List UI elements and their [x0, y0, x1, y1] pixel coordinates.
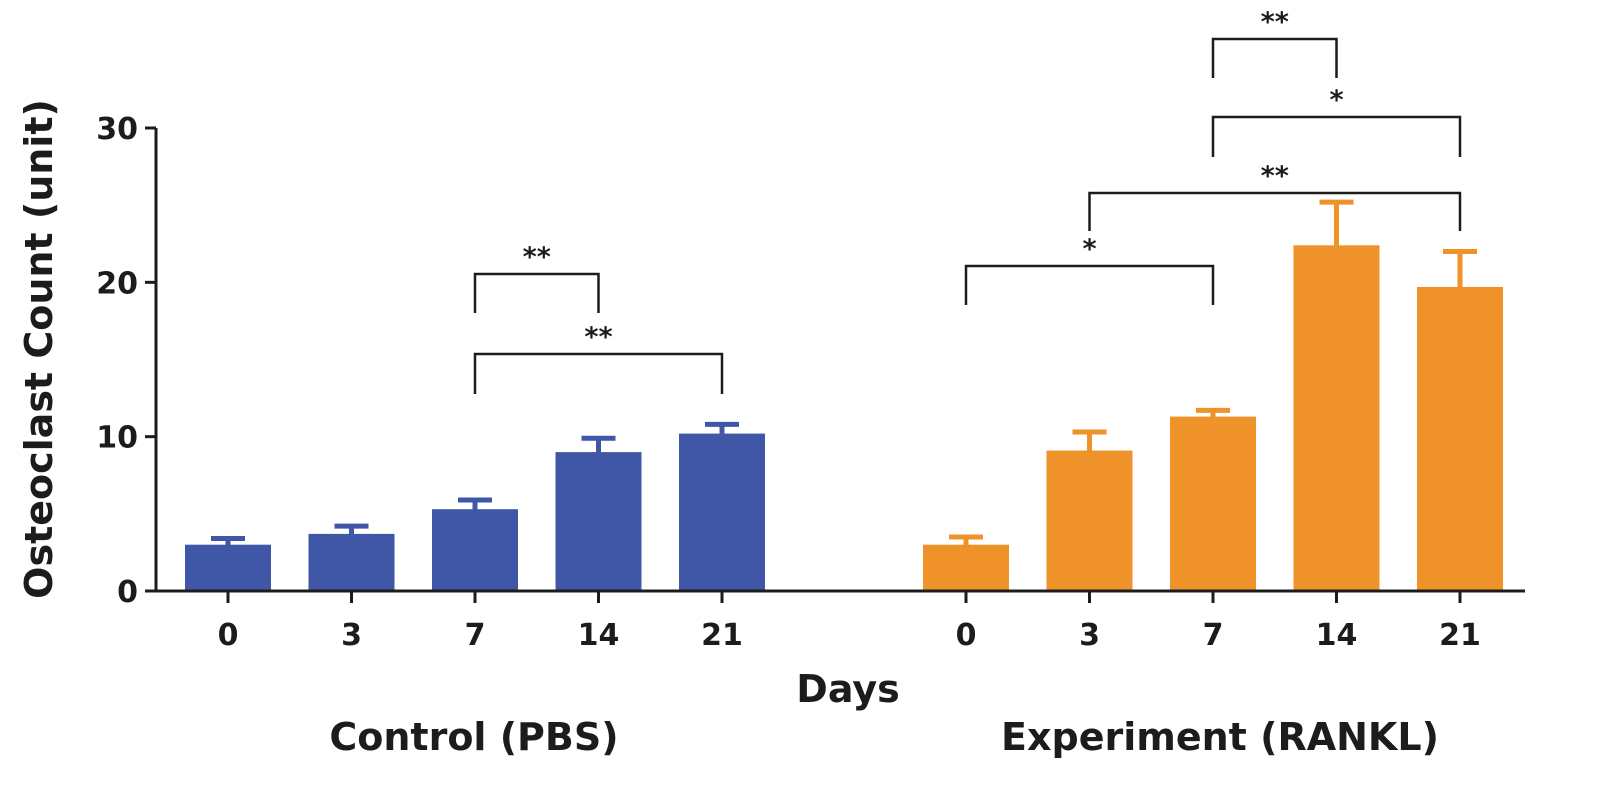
significance-label: ** — [1261, 7, 1289, 38]
significance-bracket — [473, 272, 600, 313]
bar-control-day-14 — [555, 452, 642, 591]
y-tick-label: 10 — [96, 421, 138, 456]
y-tick-label: 20 — [96, 266, 138, 301]
x-tick-label: 7 — [465, 618, 486, 653]
y-axis-title: Osteoclast Count (unit) — [17, 99, 61, 599]
x-ticks-layer: 0 3 7 14 21 0 3 7 14 21 — [218, 591, 1481, 653]
group-label-experiment: Experiment (RANKL) — [1001, 715, 1439, 759]
bar-experiment-day-7 — [1170, 416, 1256, 591]
x-axis-title: Days — [796, 667, 899, 711]
x-tick-label: 21 — [1439, 618, 1481, 653]
x-tick-label: 7 — [1203, 618, 1224, 653]
significance-label: ** — [1261, 161, 1289, 192]
significance-bracket — [1211, 115, 1462, 157]
y-tick-label: 0 — [117, 575, 138, 610]
significance-bracket — [964, 264, 1215, 305]
bar-control-day-7 — [432, 509, 518, 591]
significance-bracket — [1088, 191, 1462, 231]
x-tick-label: 14 — [1316, 618, 1358, 653]
group-label-control: Control (PBS) — [329, 715, 618, 759]
significance-layer: ********** — [473, 7, 1462, 394]
x-tick-label: 0 — [218, 618, 239, 653]
bar-control-day-21 — [679, 433, 765, 591]
significance-bracket — [473, 352, 724, 394]
bar-control-day-0 — [185, 544, 271, 591]
significance-label: * — [1082, 234, 1096, 265]
x-tick-label: 21 — [701, 618, 743, 653]
x-tick-label: 0 — [956, 618, 977, 653]
bar-experiment-day-14 — [1293, 245, 1380, 591]
bar-experiment-day-3 — [1046, 450, 1133, 591]
significance-label: ** — [523, 242, 551, 273]
bar-experiment-day-21 — [1417, 286, 1503, 591]
error-bars-layer — [211, 199, 1477, 549]
x-tick-label: 14 — [578, 618, 620, 653]
significance-bracket — [1211, 37, 1338, 78]
y-ticks-layer: 0 10 20 30 — [96, 112, 156, 610]
axes-layer — [154, 128, 1525, 593]
significance-label: * — [1329, 85, 1343, 116]
bars-layer — [185, 245, 1503, 591]
x-tick-label: 3 — [341, 618, 362, 653]
bar-experiment-day-0 — [923, 544, 1009, 591]
bar-control-day-3 — [308, 533, 395, 591]
significance-label: ** — [584, 322, 612, 353]
y-tick-label: 30 — [96, 112, 138, 147]
x-tick-label: 3 — [1079, 618, 1100, 653]
